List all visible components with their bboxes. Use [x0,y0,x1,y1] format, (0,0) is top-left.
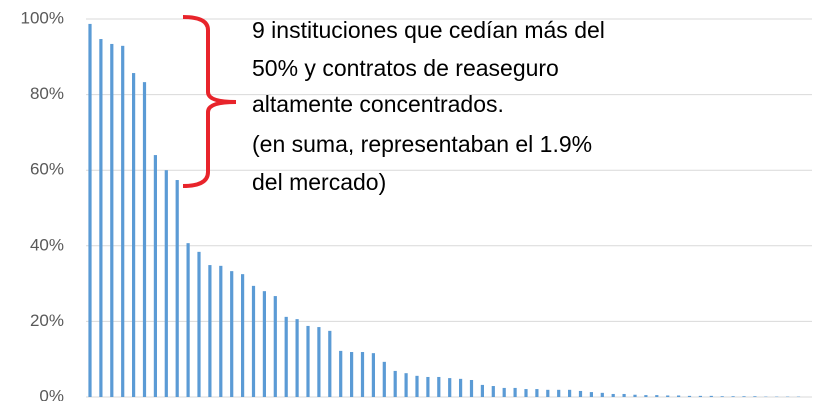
bar [426,376,430,397]
annotation-line: del mercado) [252,169,386,195]
bar [88,23,92,397]
annotation-line: 9 instituciones que cedían más del [252,17,605,43]
bar [295,319,299,397]
bar [164,170,168,397]
bar [589,392,593,397]
bar [262,291,266,397]
bar [480,384,484,397]
bar [633,394,637,397]
bar [469,379,474,397]
bar [644,395,648,397]
bar [437,376,441,397]
bar [578,390,583,397]
bar [317,327,321,397]
bar [655,395,659,397]
bar [546,389,550,397]
bar [284,316,288,397]
bar [360,352,365,397]
bar [491,386,495,397]
bar [622,393,626,397]
bar [273,296,277,397]
bar [371,353,375,397]
bar [568,389,572,397]
bar [404,373,408,397]
bar [513,387,517,397]
bar [709,395,713,397]
bar [557,389,561,397]
bar [393,370,397,397]
bar [241,274,245,397]
bar [219,265,223,397]
bar [415,375,419,397]
bar [611,393,615,397]
bar [208,265,212,397]
bar [153,155,157,397]
bar [306,325,310,397]
bar [731,396,735,397]
bar [110,43,114,397]
y-tick-label: 40% [30,235,64,254]
y-tick-label: 60% [30,160,64,179]
bar [197,251,201,397]
bar [600,392,604,397]
bar [175,180,179,397]
bar [382,361,386,397]
y-tick-label: 0% [39,386,64,401]
bar [142,82,147,397]
bar [687,395,692,397]
bar [524,389,528,397]
bar [459,378,463,397]
bar [350,352,354,397]
y-tick-label: 80% [30,84,64,103]
bar [251,285,256,397]
bar [753,396,757,397]
bar [698,395,702,397]
annotation-line: 50% y contratos de reaseguro [252,55,559,81]
annotation-line: altamente concentrados. [252,91,504,117]
y-tick-label: 20% [30,311,64,330]
bar [677,395,681,397]
bar [186,243,190,397]
bar [666,395,670,397]
bar [99,39,103,398]
annotation-line: (en suma, representaban el 1.9% [252,131,592,157]
bar [121,45,125,397]
bar [535,389,539,397]
bar [132,73,136,397]
y-tick-label: 100% [21,8,64,27]
bar [502,387,506,397]
bar [339,350,343,397]
bar [720,396,724,397]
bar [230,271,234,397]
bar [448,378,452,397]
bar [328,330,332,397]
bar [742,396,746,397]
bracket [182,15,237,188]
